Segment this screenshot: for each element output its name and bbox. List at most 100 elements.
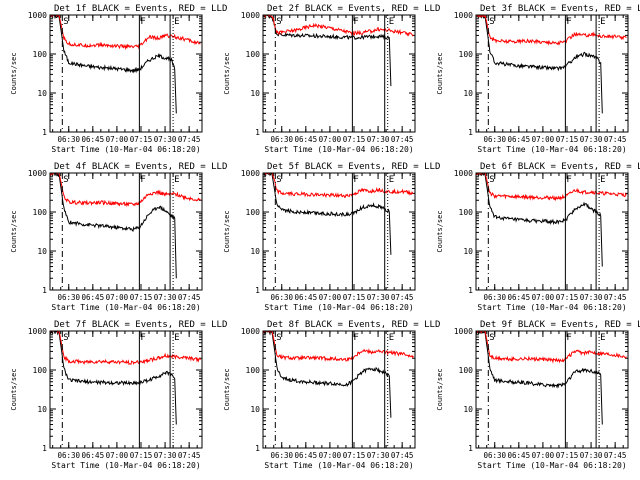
plot-frame xyxy=(49,172,203,291)
marker-label-e: E xyxy=(389,175,394,185)
y-tick-label: 100 xyxy=(459,366,474,375)
x-tick-label: 07:00 xyxy=(106,451,129,460)
x-tick-label: 06:45 xyxy=(508,135,531,144)
panel-6: Det 6f BLACK = Events, RED = LLD Counts/s… xyxy=(436,162,640,312)
x-axis-label: Start Time (10-Mar-04 06:18:20) xyxy=(264,303,413,312)
y-tick-label: 1 xyxy=(255,128,260,137)
series-line-events xyxy=(50,331,177,425)
x-tick-label: 07:30 xyxy=(154,451,177,460)
x-tick-label: 06:30 xyxy=(270,135,293,144)
panel-title: Det 3f BLACK = Events, RED = LLD xyxy=(480,4,640,14)
series-line-lld xyxy=(50,331,201,365)
x-tick-label: 07:45 xyxy=(391,135,414,144)
x-tick-label: 07:15 xyxy=(556,451,579,460)
plot-frame xyxy=(475,172,629,291)
series-line-lld xyxy=(476,173,627,202)
x-axis-label: Start Time (10-Mar-04 06:18:20) xyxy=(264,145,413,154)
x-axis-label: Start Time (10-Mar-04 06:18:20) xyxy=(51,461,200,470)
marker-label-s: S xyxy=(276,17,281,27)
x-tick-label: 07:45 xyxy=(178,135,201,144)
panel-title: Det 2f BLACK = Events, RED = LLD xyxy=(267,4,440,14)
y-tick-label: 100 xyxy=(459,50,474,59)
series-line-events xyxy=(50,15,177,114)
x-tick-label: 06:30 xyxy=(483,451,506,460)
marker-label-s: S xyxy=(276,333,281,343)
y-tick-label: 10 xyxy=(37,89,47,98)
y-tick-label: 10 xyxy=(37,405,47,414)
y-tick-label: 1000 xyxy=(454,327,473,336)
y-axis-label: Counts/sec xyxy=(10,52,18,94)
y-tick-label: 1000 xyxy=(28,11,47,20)
x-tick-label: 06:45 xyxy=(295,293,318,302)
panel-5: Det 5f BLACK = Events, RED = LLD Counts/s… xyxy=(223,162,440,312)
x-tick-label: 06:30 xyxy=(483,293,506,302)
series-line-lld xyxy=(263,15,414,37)
x-tick-label: 06:30 xyxy=(483,135,506,144)
x-tick-label: 07:00 xyxy=(106,135,129,144)
x-tick-label: 06:45 xyxy=(82,451,105,460)
plot-frame xyxy=(475,14,629,133)
marker-label-s: S xyxy=(63,333,68,343)
marker-label-f: F xyxy=(140,333,145,343)
marker-label-f: F xyxy=(566,333,571,343)
x-tick-label: 07:00 xyxy=(532,293,555,302)
y-tick-label: 1 xyxy=(468,128,473,137)
y-tick-label: 1 xyxy=(255,286,260,295)
x-tick-label: 06:30 xyxy=(57,451,80,460)
y-tick-label: 1000 xyxy=(241,327,260,336)
panel-title: Det 4f BLACK = Events, RED = LLD xyxy=(54,162,227,172)
x-tick-label: 07:00 xyxy=(106,293,129,302)
marker-label-e: E xyxy=(600,333,605,343)
y-tick-label: 100 xyxy=(33,208,48,217)
y-tick-label: 1 xyxy=(255,444,260,453)
marker-label-s: S xyxy=(63,17,68,27)
y-tick-label: 1 xyxy=(42,286,47,295)
y-tick-label: 1 xyxy=(42,128,47,137)
marker-label-e: E xyxy=(389,333,394,343)
y-axis-label: Counts/sec xyxy=(436,210,444,252)
x-tick-label: 07:15 xyxy=(130,135,153,144)
x-tick-label: 07:45 xyxy=(604,293,627,302)
x-axis-label: Start Time (10-Mar-04 06:18:20) xyxy=(51,145,200,154)
x-tick-label: 06:45 xyxy=(295,451,318,460)
series-line-events xyxy=(263,173,392,255)
series-line-events xyxy=(476,173,603,267)
panel-7: Det 7f BLACK = Events, RED = LLD Counts/s… xyxy=(10,320,227,470)
y-tick-label: 100 xyxy=(33,50,48,59)
x-tick-label: 07:45 xyxy=(178,451,201,460)
x-tick-label: 06:30 xyxy=(270,293,293,302)
x-tick-label: 07:00 xyxy=(532,451,555,460)
plot-frame xyxy=(49,330,203,449)
y-tick-label: 1 xyxy=(468,444,473,453)
x-tick-label: 07:30 xyxy=(580,451,603,460)
marker-label-s: S xyxy=(489,333,494,343)
marker-label-s: S xyxy=(63,175,68,185)
panel-title: Det 5f BLACK = Events, RED = LLD xyxy=(267,162,440,172)
marker-label-f: F xyxy=(353,175,358,185)
panel-title: Det 9f BLACK = Events, RED = LLD xyxy=(480,320,640,330)
x-tick-label: 06:45 xyxy=(508,451,531,460)
y-axis-label: Counts/sec xyxy=(436,368,444,410)
y-tick-label: 10 xyxy=(250,247,260,256)
marker-label-f: F xyxy=(566,175,571,185)
marker-label-e: E xyxy=(389,17,394,27)
x-axis-label: Start Time (10-Mar-04 06:18:20) xyxy=(477,145,626,154)
x-tick-label: 07:15 xyxy=(343,135,366,144)
marker-label-f: F xyxy=(140,17,145,27)
panel-9: Det 9f BLACK = Events, RED = LLD Counts/s… xyxy=(436,320,640,470)
x-axis-label: Start Time (10-Mar-04 06:18:20) xyxy=(477,461,626,470)
x-axis-label: Start Time (10-Mar-04 06:18:20) xyxy=(51,303,200,312)
y-tick-label: 10 xyxy=(463,89,473,98)
x-tick-label: 07:30 xyxy=(367,293,390,302)
x-tick-label: 06:45 xyxy=(82,293,105,302)
y-tick-label: 100 xyxy=(246,366,261,375)
y-tick-label: 1000 xyxy=(28,327,47,336)
series-line-events xyxy=(476,331,603,425)
plot-frame xyxy=(262,330,416,449)
series-line-lld xyxy=(50,173,201,208)
y-tick-label: 1000 xyxy=(28,169,47,178)
marker-label-e: E xyxy=(174,175,179,185)
y-tick-label: 1000 xyxy=(454,169,473,178)
marker-label-e: E xyxy=(600,175,605,185)
y-tick-label: 1 xyxy=(468,286,473,295)
